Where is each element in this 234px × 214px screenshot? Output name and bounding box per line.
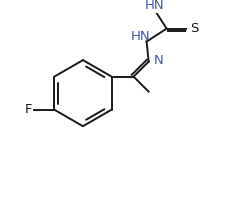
Text: HN: HN [145,0,165,12]
Text: S: S [190,22,198,35]
Text: N: N [154,54,164,67]
Text: F: F [24,103,32,116]
Text: HN: HN [131,30,150,43]
